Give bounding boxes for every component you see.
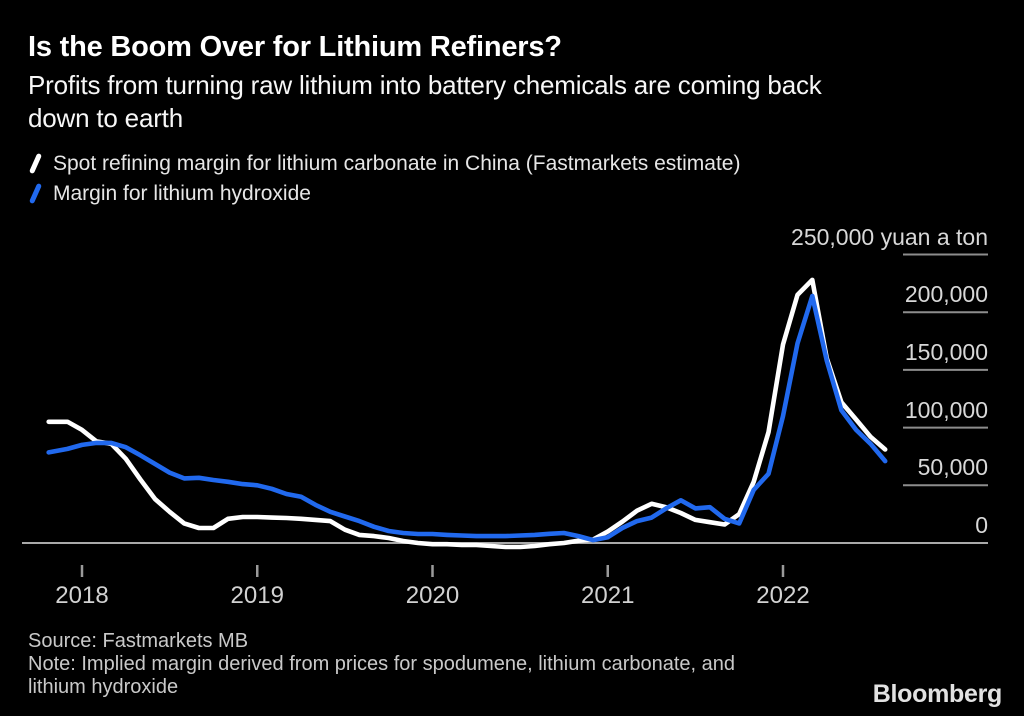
- x-tick-label: 2021: [581, 582, 635, 609]
- note-text-line-1: Note: Implied margin derived from prices…: [28, 653, 736, 675]
- y-tick-label: 200,000: [904, 281, 988, 308]
- y-tick-label: 50,000: [917, 454, 988, 481]
- series-line-carbonate: [46, 277, 888, 550]
- bloomberg-logo: Bloomberg: [872, 680, 1003, 708]
- x-tick-label: 2020: [405, 582, 460, 609]
- x-tick-label: 2018: [55, 582, 109, 609]
- chart-title: Is the Boom Over for Lithium Refiners?: [28, 31, 562, 63]
- legend-item-carbonate: Spot refining margin for lithium carbona…: [24, 151, 740, 176]
- y-tick-label: 150,000: [904, 338, 988, 365]
- legend-label-hydroxide: Margin for lithium hydroxide: [53, 181, 311, 205]
- legend: Spot refining margin for lithium carbona…: [24, 151, 740, 206]
- source-text: Source: Fastmarkets MB: [28, 630, 249, 652]
- x-tick-label: 2019: [230, 582, 284, 609]
- chart-subtitle-line-1: Profits from turning raw lithium into ba…: [28, 70, 822, 100]
- y-tick-label: 0: [975, 512, 988, 538]
- y-tick-label: 100,000: [904, 396, 988, 423]
- series-line-hydroxide: [46, 293, 888, 543]
- x-tick-label: 2022: [756, 582, 810, 609]
- note-text-line-2: lithium hydroxide: [28, 676, 179, 698]
- y-tick-label: 250,000 yuan a ton: [791, 223, 988, 250]
- legend-label-carbonate: Spot refining margin for lithium carbona…: [53, 151, 741, 175]
- legend-item-hydroxide: Margin for lithium hydroxide: [24, 181, 740, 206]
- chart-subtitle-line-2: down to earth: [28, 103, 183, 133]
